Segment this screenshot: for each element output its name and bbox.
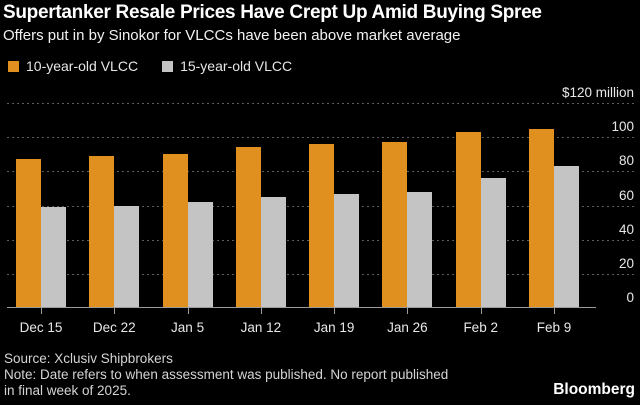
chart-subtitle: Offers put in by Sinokor for VLCCs have … xyxy=(3,27,461,44)
bars-layer xyxy=(16,103,579,308)
bar-group xyxy=(235,147,286,308)
bar xyxy=(309,144,335,308)
y-tick-label: $120 million xyxy=(561,85,634,100)
gridline xyxy=(7,103,636,104)
x-tick-label: Feb 2 xyxy=(463,320,498,335)
y-tick-label: 100 xyxy=(611,119,634,135)
note-line-1: Note: Date refers to when assessment was… xyxy=(4,367,449,382)
bar xyxy=(334,193,360,308)
bar xyxy=(235,147,261,308)
bar-group xyxy=(89,155,140,308)
bar xyxy=(260,196,286,308)
x-tick xyxy=(407,308,409,314)
note-line-2: in final week of 2025. xyxy=(4,383,131,398)
legend-swatch-10-year-icon xyxy=(8,60,19,72)
gridline xyxy=(7,137,636,139)
x-tick xyxy=(187,308,189,314)
y-tick-label: 0 xyxy=(626,290,634,305)
bar xyxy=(382,142,408,308)
legend-item-10-year: 10-year-old VLCC xyxy=(8,58,138,74)
y-tick-label: 60 xyxy=(618,187,634,203)
legend-label-10-year: 10-year-old VLCC xyxy=(26,58,139,74)
x-tick-label: Jan 19 xyxy=(313,320,355,335)
y-tick-label: 40 xyxy=(618,221,634,237)
bar xyxy=(89,155,115,308)
x-tick-label: Dec 15 xyxy=(19,320,63,335)
x-axis-line xyxy=(7,307,596,308)
bar xyxy=(41,207,66,308)
bar xyxy=(16,159,41,308)
bar xyxy=(187,202,213,308)
bar xyxy=(528,128,554,308)
y-tick-label: 80 xyxy=(618,153,634,169)
x-tick xyxy=(260,308,262,314)
bar xyxy=(455,132,481,308)
legend-label-15-year: 15-year-old VLCC xyxy=(180,58,293,74)
bloomberg-logo: Bloomberg xyxy=(553,381,635,398)
bar xyxy=(553,166,579,308)
legend-item-15-year: 15-year-old VLCC xyxy=(162,58,292,74)
bar-group xyxy=(309,144,360,308)
bar-group xyxy=(455,132,506,308)
x-tick-label: Jan 26 xyxy=(387,320,428,335)
bar-group xyxy=(382,142,433,308)
x-tick xyxy=(41,308,42,314)
x-tick-label: Feb 9 xyxy=(536,320,572,335)
legend-swatch-15-year-icon xyxy=(162,60,174,72)
bar xyxy=(480,178,506,308)
x-tick xyxy=(554,308,555,314)
bar xyxy=(162,154,188,308)
bar xyxy=(407,191,433,308)
x-tick xyxy=(114,308,116,314)
chart-title: Supertanker Resale Prices Have Crept Up … xyxy=(3,2,542,23)
x-tick-label: Jan 12 xyxy=(240,320,282,335)
source-text: Source: Xclusiv Shipbrokers xyxy=(4,351,173,366)
x-tick-label: Dec 22 xyxy=(92,320,136,335)
x-tick-label: Jan 5 xyxy=(171,320,205,335)
x-tick xyxy=(334,308,336,314)
bar-group xyxy=(528,128,579,308)
y-tick-label: 20 xyxy=(618,255,634,271)
bar-group xyxy=(162,154,213,308)
x-tick xyxy=(480,308,482,314)
bar-group xyxy=(16,159,66,308)
legend: 10-year-old VLCC 15-year-old VLCC xyxy=(8,58,292,74)
bar xyxy=(114,205,140,308)
